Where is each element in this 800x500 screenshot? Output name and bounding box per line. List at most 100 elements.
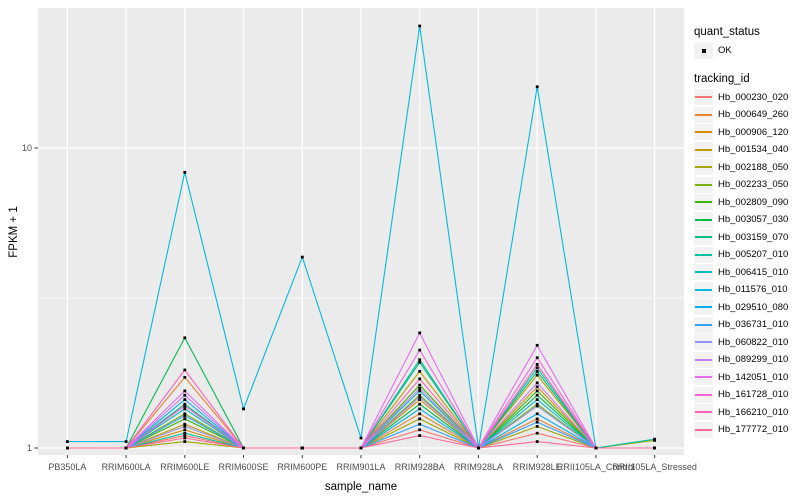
line-swatch-icon — [695, 113, 712, 116]
x-tick-label: RRII105LA_Stressed — [612, 462, 697, 472]
data-point — [535, 381, 539, 385]
legend-item-Hb_011576_010: Hb_011576_010 — [694, 281, 798, 299]
x-tick-label: RRIM928BA — [395, 462, 445, 472]
legend-item-Hb_002233_050: Hb_002233_050 — [694, 176, 798, 194]
line-swatch-icon — [695, 201, 712, 204]
legend-key-line — [694, 369, 713, 386]
legend-item-label: Hb_060822_010 — [718, 336, 789, 348]
legend-key-line — [694, 159, 713, 176]
line-swatch-icon — [695, 288, 712, 291]
data-point — [359, 446, 363, 450]
legend-item-label: Hb_002809_090 — [718, 196, 789, 208]
data-point — [183, 434, 187, 437]
data-point — [418, 398, 422, 401]
data-point — [535, 373, 539, 377]
data-point — [183, 398, 187, 401]
data-point — [418, 24, 422, 28]
data-point — [183, 368, 187, 372]
legend-item-Hb_060822_010: Hb_060822_010 — [694, 334, 798, 352]
x-tick-label: RRIM600LA — [102, 462, 151, 472]
data-point — [183, 440, 187, 443]
data-point — [183, 412, 187, 416]
data-point — [66, 440, 69, 443]
line-swatch-icon — [695, 236, 712, 239]
legend-item-Hb_029510_080: Hb_029510_080 — [694, 299, 798, 317]
legend-item-Hb_003159_070: Hb_003159_070 — [694, 229, 798, 247]
legend-key-line — [694, 176, 713, 193]
legend-item-Hb_005207_010: Hb_005207_010 — [694, 246, 798, 264]
legend-item-Hb_006415_010: Hb_006415_010 — [694, 264, 798, 282]
data-point — [418, 402, 422, 406]
legend-key-line — [694, 246, 713, 263]
line-swatch-icon — [695, 411, 712, 414]
x-tick-label: RRIM600LE — [160, 462, 209, 472]
legend-key-line — [694, 421, 713, 438]
data-point — [183, 422, 187, 426]
point-icon — [701, 48, 706, 53]
line-swatch-icon — [695, 393, 712, 396]
y-tick-label: 10 — [22, 143, 32, 153]
y-tick-label: 1 — [27, 443, 32, 453]
legend-item-label: Hb_000230_020 — [718, 91, 789, 103]
legend-item-label: Hb_000649_260 — [718, 109, 789, 121]
data-point — [477, 446, 480, 450]
line-swatch-icon — [695, 253, 712, 256]
legend-key-line — [694, 316, 713, 333]
data-point — [183, 425, 187, 428]
legend-item-label: OK — [718, 45, 732, 57]
legend-item-label: Hb_142051_010 — [718, 371, 789, 383]
data-point — [535, 402, 539, 406]
data-point — [418, 370, 422, 373]
data-point — [535, 366, 539, 370]
legend-key-line — [694, 264, 713, 281]
data-point — [183, 428, 187, 432]
data-point — [418, 422, 422, 426]
legend-item-label: Hb_001534_040 — [718, 144, 789, 156]
data-point — [418, 389, 422, 393]
data-point — [242, 446, 245, 450]
data-point — [183, 404, 187, 408]
data-point — [653, 437, 656, 441]
legend-item-label: Hb_011576_010 — [718, 284, 788, 296]
legend-title-tracking-id: tracking_id — [694, 72, 750, 85]
data-point — [183, 393, 187, 397]
data-point — [183, 389, 187, 393]
data-point — [300, 446, 304, 450]
legend-item-Hb_003057_030: Hb_003057_030 — [694, 211, 798, 229]
legend-key-line — [694, 124, 713, 141]
line-swatch-icon — [695, 131, 712, 134]
data-point — [535, 417, 539, 421]
legend-item-Hb_166210_010: Hb_166210_010 — [694, 404, 798, 422]
legend-key-line — [694, 299, 713, 316]
legend-key-line — [694, 211, 713, 228]
line-swatch-icon — [695, 148, 712, 151]
legend-item-Hb_036731_010: Hb_036731_010 — [694, 316, 798, 334]
legend-tracking-id-items: Hb_000230_020 Hb_000649_260 Hb_000906_120 H… — [694, 89, 798, 439]
x-tick-label: RRIM600PE — [277, 462, 327, 472]
legend-item-label: Hb_005207_010 — [718, 249, 789, 261]
data-point — [183, 436, 187, 440]
data-point — [124, 446, 128, 450]
data-point — [535, 343, 539, 347]
legend-item-label: Hb_161728_010 — [718, 389, 789, 401]
data-point — [242, 407, 245, 411]
line-swatch-icon — [695, 271, 712, 274]
data-point — [535, 398, 539, 401]
line-swatch-icon — [695, 306, 712, 309]
data-point — [594, 446, 598, 450]
line-swatch-icon — [695, 166, 712, 169]
data-point — [418, 412, 422, 416]
data-point — [183, 431, 187, 435]
legend-gap — [694, 60, 798, 73]
legend-key-point — [694, 42, 713, 59]
legend-item-label: Hb_166210_010 — [718, 406, 789, 418]
line-swatch-icon — [695, 323, 712, 326]
data-point — [359, 436, 363, 440]
x-tick-label: PB350LA — [48, 462, 86, 472]
data-point — [535, 356, 539, 360]
legend-key-line — [694, 106, 713, 123]
x-tick-label: RRIM928LA — [454, 462, 503, 472]
data-point — [418, 387, 422, 390]
data-point — [535, 85, 539, 89]
line-swatch-icon — [695, 183, 712, 186]
